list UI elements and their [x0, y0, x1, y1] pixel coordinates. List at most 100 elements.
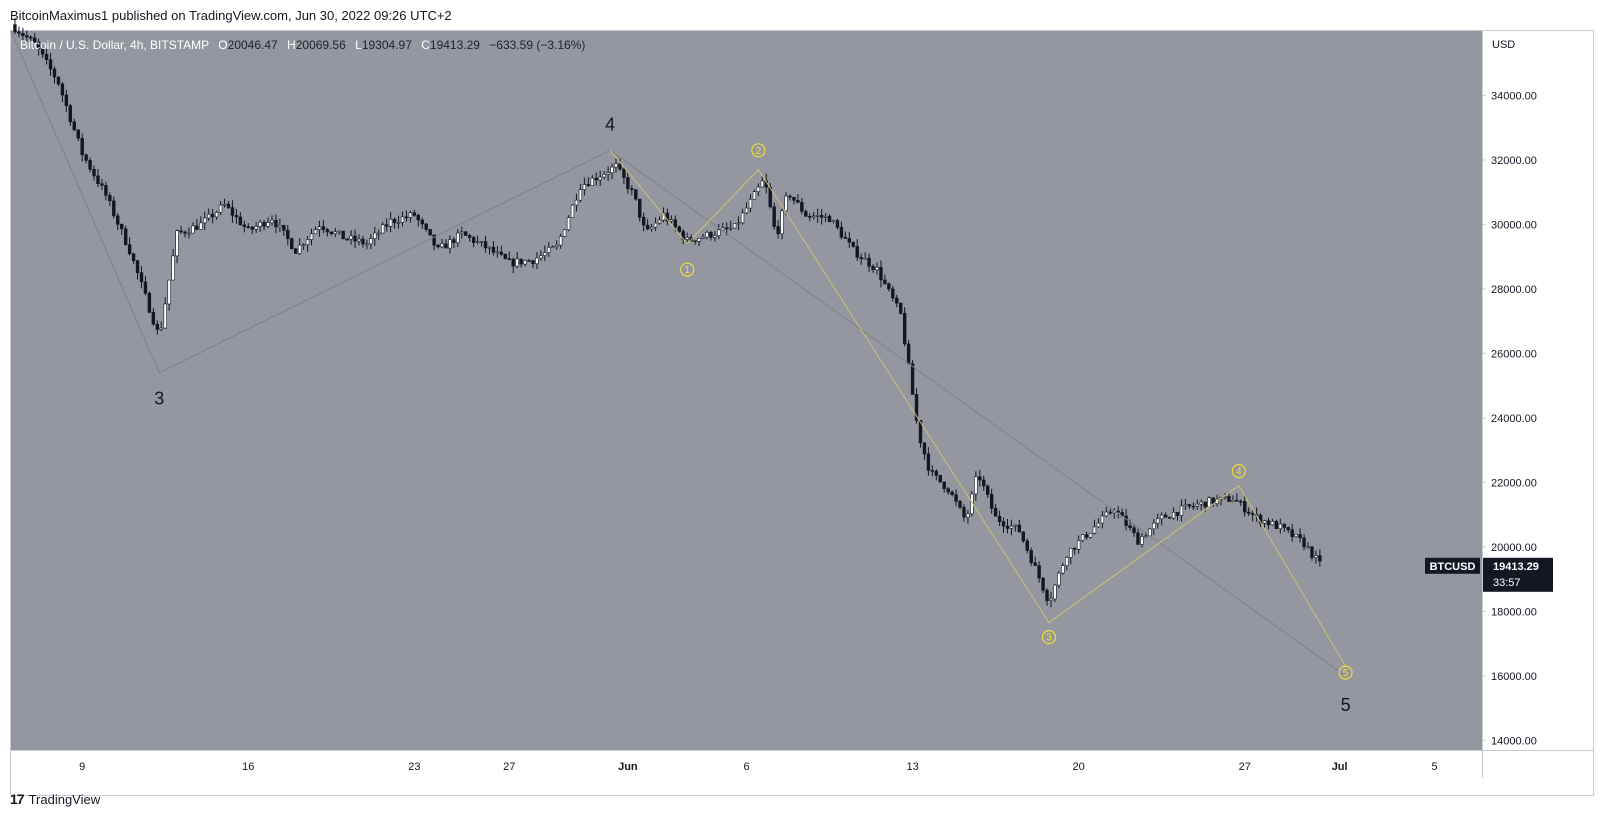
footer-brand[interactable]: 17 TradingView — [10, 791, 100, 807]
candle-down — [503, 254, 507, 259]
candle-up — [1306, 546, 1310, 549]
candle-up — [1049, 598, 1053, 601]
minor-wave-label: 4 — [1236, 467, 1242, 478]
candle-down — [286, 229, 290, 239]
candle-up — [309, 233, 314, 240]
candle-up — [582, 184, 587, 190]
candle-down — [143, 281, 148, 294]
open-value: 20046.47 — [227, 38, 278, 52]
candle-down — [618, 163, 622, 170]
candle-up — [1156, 518, 1160, 524]
candle-up — [1152, 522, 1156, 530]
candle-down — [499, 251, 504, 255]
candle-up — [297, 244, 302, 254]
symbol-badge-text: BTCUSD — [1430, 561, 1476, 573]
candle-down — [709, 232, 713, 238]
candle-down — [891, 288, 895, 299]
price-badge-countdown: 33:57 — [1493, 577, 1521, 589]
candle-down — [392, 218, 397, 223]
price-tick-label: 20000.00 — [1491, 542, 1537, 554]
minor-wave-circle — [1041, 630, 1057, 645]
candle-down — [432, 234, 436, 246]
candle-down — [238, 216, 243, 226]
candle-down — [997, 515, 1002, 523]
candle-up — [551, 246, 555, 248]
time-axis[interactable]: 9 16 23 27 Jun 6 13 20 27 Jul 5 — [79, 761, 1437, 773]
candle-down — [1041, 577, 1045, 591]
candle-down — [120, 223, 124, 230]
candle-up — [475, 241, 480, 243]
candle-down — [946, 488, 950, 493]
candle-down — [1250, 513, 1255, 515]
time-tick-label: Jun — [618, 761, 638, 773]
candle-up — [649, 226, 654, 230]
brand-name: TradingView — [28, 791, 101, 807]
trend-line — [10, 30, 1346, 677]
candle-down — [772, 206, 776, 227]
candle-down — [922, 442, 927, 455]
candle-up — [815, 215, 820, 217]
candle-up — [1053, 584, 1057, 600]
candle-down — [867, 257, 871, 267]
candle-up — [1080, 534, 1085, 541]
candle-up — [487, 246, 492, 249]
candle-down — [899, 302, 903, 314]
candle-up — [966, 513, 970, 518]
candle-down — [424, 223, 428, 230]
candle-down — [808, 216, 812, 218]
candle-down — [827, 215, 832, 223]
candle-down — [788, 195, 792, 198]
candle-up — [456, 232, 460, 243]
candle-up — [784, 195, 788, 212]
candle-up — [1140, 536, 1144, 545]
candle-down — [1203, 501, 1207, 508]
candle-down — [1163, 514, 1168, 518]
candle-down — [839, 227, 844, 238]
candle-up — [780, 210, 784, 235]
candle-down — [677, 226, 681, 232]
chart-frame — [10, 30, 1594, 796]
candle-down — [96, 175, 100, 184]
candle-down — [918, 420, 923, 444]
candle-down — [13, 24, 17, 33]
candle-down — [887, 283, 891, 290]
candle-down — [384, 224, 389, 227]
price-axis[interactable]: 14000.00 16000.00 18000.00 20000.00 22000.00… — [1482, 90, 1537, 747]
candle-down — [29, 36, 33, 39]
candle-down — [934, 470, 939, 476]
candle-down — [471, 237, 476, 243]
candle-down — [1025, 540, 1029, 551]
candle-up — [744, 207, 749, 214]
candle-down — [428, 229, 432, 236]
candle-up — [590, 177, 594, 186]
candle-up — [1009, 525, 1014, 529]
candle-down — [1033, 562, 1037, 566]
candle-down — [1298, 534, 1302, 539]
candle-down — [116, 215, 120, 225]
candle-up — [400, 216, 405, 223]
candle-down — [835, 220, 840, 228]
candle-down — [155, 323, 160, 330]
candle-down — [630, 188, 634, 190]
candle-up — [1195, 503, 1199, 507]
candle-up — [863, 257, 867, 260]
candle-up — [388, 218, 393, 227]
candle-down — [1108, 511, 1112, 514]
candle-down — [123, 228, 128, 245]
candle-up — [396, 222, 401, 224]
candle-down — [64, 94, 69, 107]
candle-down — [274, 219, 278, 228]
candle-down — [1037, 565, 1041, 579]
plot-area[interactable] — [11, 31, 1482, 750]
candle-down — [210, 213, 215, 218]
minor-wave-label: 3 — [1046, 633, 1052, 644]
price-tick-label: 26000.00 — [1491, 348, 1537, 360]
candle-down — [792, 196, 796, 201]
candle-down — [436, 244, 440, 248]
candle-down — [361, 238, 365, 245]
candle-up — [1207, 497, 1211, 508]
candle-down — [282, 224, 286, 231]
candle-down — [851, 241, 855, 247]
candle-up — [558, 236, 563, 246]
